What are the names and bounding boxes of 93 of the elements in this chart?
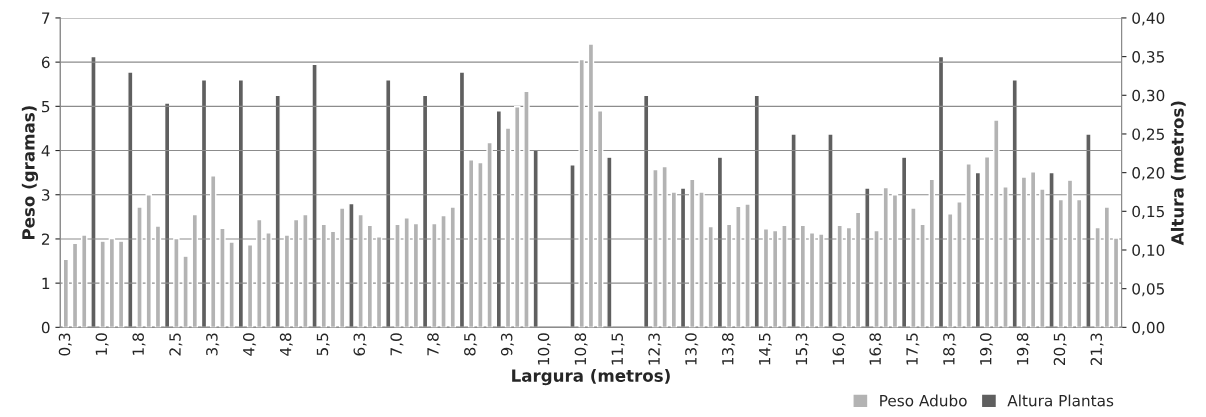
bar <box>661 165 668 328</box>
y2-tick-label: 0,15 <box>1132 205 1164 219</box>
bar <box>403 217 410 328</box>
x-tick-label: 13,0 <box>685 333 699 365</box>
x-tick-label: 12,3 <box>648 333 662 365</box>
x-tick-label: 21,3 <box>1090 333 1104 366</box>
bar <box>90 55 97 328</box>
x-tick-label: 6,3 <box>353 333 367 356</box>
y-tick-label: 0 <box>41 321 50 334</box>
bar <box>587 43 595 328</box>
bar <box>771 229 779 328</box>
x-tick-label: 20,5 <box>1053 333 1067 366</box>
y2-tick-label: 0,25 <box>1132 128 1164 142</box>
y2-tick-label: 0,35 <box>1132 51 1164 65</box>
bar <box>182 255 189 328</box>
x-tick-label: 11,5 <box>611 333 625 365</box>
x-tick-label: 8,5 <box>464 333 478 356</box>
bar <box>689 178 696 328</box>
bar <box>882 186 889 328</box>
bar <box>707 225 714 328</box>
bar <box>440 214 447 328</box>
y-tick-label: 5 <box>42 101 50 113</box>
bar <box>1029 171 1037 328</box>
y-tick-label: 4 <box>41 145 50 157</box>
y-tick-label: 7 <box>42 12 50 24</box>
bar <box>1103 206 1111 328</box>
bar <box>477 161 484 328</box>
bar <box>311 63 318 328</box>
y2-tick-label: 0,05 <box>1132 283 1164 297</box>
bar <box>993 119 1000 328</box>
x-tick-label: 18,3 <box>943 333 957 365</box>
x-tick-label: 9,3 <box>500 333 515 356</box>
bar <box>163 102 171 328</box>
bar <box>919 223 926 328</box>
legend-label: Altura Plantas <box>1007 394 1114 407</box>
y-tick-label: 3 <box>42 189 50 201</box>
bar <box>449 206 456 328</box>
bar <box>385 79 392 328</box>
bar <box>237 79 245 328</box>
bar <box>127 71 134 328</box>
legend-label: Peso Adubo <box>880 394 967 407</box>
bar <box>292 218 300 328</box>
x-tick-label: 19,0 <box>979 333 994 365</box>
bar <box>366 224 374 328</box>
x-tick-label: 19,8 <box>1016 333 1030 365</box>
y2-tick-label: 0,00 <box>1132 321 1165 335</box>
x-tick-label: 2,5 <box>169 333 183 356</box>
bar <box>808 232 816 328</box>
x-tick-label: 7,0 <box>390 333 404 356</box>
x-tick-label: 4,0 <box>242 333 257 356</box>
x-tick-label: 16,0 <box>832 333 846 365</box>
bar <box>845 226 853 328</box>
bar <box>108 237 116 328</box>
bar <box>274 94 281 328</box>
x-tick-label: 7,8 <box>427 333 441 356</box>
y2-axis-title: Altura (metros) <box>1170 101 1186 246</box>
x-tick-label: 4,8 <box>279 333 293 356</box>
y2-tick-label: 0,20 <box>1132 167 1165 181</box>
bar <box>698 191 705 328</box>
bar <box>1112 237 1120 328</box>
x-tick-label: 10,0 <box>537 333 551 365</box>
x-tick-label: 16,8 <box>869 333 883 365</box>
bar <box>1066 179 1074 328</box>
y-tick-label: 6 <box>41 56 50 69</box>
x-tick-label: 10,8 <box>574 333 588 365</box>
x-tick-label: 14,5 <box>759 333 772 365</box>
x-tick-label: 15,3 <box>795 333 809 365</box>
x-tick-label: 17,5 <box>906 333 920 365</box>
bar <box>256 218 263 328</box>
y-tick-label: 2 <box>41 233 50 245</box>
bar <box>956 201 963 328</box>
y2-tick-label: 0,40 <box>1132 12 1165 26</box>
bar <box>62 258 70 328</box>
x-tick-label: 1,8 <box>132 333 146 355</box>
bar <box>431 222 438 328</box>
y2-tick-label: 0,30 <box>1132 89 1165 103</box>
x-tick-label: 0,3 <box>58 333 72 356</box>
bar <box>71 242 79 328</box>
x-tick-label: 3,3 <box>206 333 220 356</box>
bar <box>514 106 521 328</box>
x-tick-label: 5,5 <box>316 333 330 356</box>
x-tick-label: 1,0 <box>95 333 109 355</box>
y-tick-label: 1 <box>42 277 50 289</box>
y2-tick-label: 0,10 <box>1132 244 1165 258</box>
x-axis-title: Largura (metros) <box>512 369 670 386</box>
bar <box>735 205 742 328</box>
y-axis-title: Peso (gramas) <box>21 106 39 240</box>
bar <box>145 194 152 328</box>
x-tick-label: 13,8 <box>722 333 736 365</box>
bar <box>219 227 226 328</box>
bar <box>99 240 106 328</box>
bar <box>421 94 429 328</box>
bar <box>329 230 337 328</box>
